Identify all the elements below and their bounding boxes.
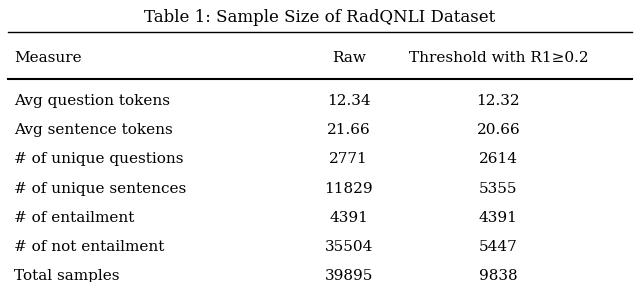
Text: 12.34: 12.34 (327, 94, 371, 108)
Text: 5355: 5355 (479, 182, 518, 196)
Text: # of not entailment: # of not entailment (14, 240, 164, 254)
Text: 5447: 5447 (479, 240, 518, 254)
Text: 20.66: 20.66 (477, 123, 520, 137)
Text: 4391: 4391 (479, 211, 518, 225)
Text: 2771: 2771 (330, 153, 368, 166)
Text: Total samples: Total samples (14, 269, 120, 282)
Text: 12.32: 12.32 (477, 94, 520, 108)
Text: Avg sentence tokens: Avg sentence tokens (14, 123, 173, 137)
Text: Table 1: Sample Size of RadQNLI Dataset: Table 1: Sample Size of RadQNLI Dataset (145, 9, 495, 26)
Text: # of unique sentences: # of unique sentences (14, 182, 186, 196)
Text: # of entailment: # of entailment (14, 211, 134, 225)
Text: 35504: 35504 (324, 240, 373, 254)
Text: 21.66: 21.66 (327, 123, 371, 137)
Text: 11829: 11829 (324, 182, 373, 196)
Text: Threshold with R1≥0.2: Threshold with R1≥0.2 (408, 51, 588, 65)
Text: 2614: 2614 (479, 153, 518, 166)
Text: Avg question tokens: Avg question tokens (14, 94, 170, 108)
Text: Raw: Raw (332, 51, 365, 65)
Text: 39895: 39895 (324, 269, 373, 282)
Text: 9838: 9838 (479, 269, 518, 282)
Text: # of unique questions: # of unique questions (14, 153, 184, 166)
Text: 4391: 4391 (329, 211, 368, 225)
Text: Measure: Measure (14, 51, 82, 65)
